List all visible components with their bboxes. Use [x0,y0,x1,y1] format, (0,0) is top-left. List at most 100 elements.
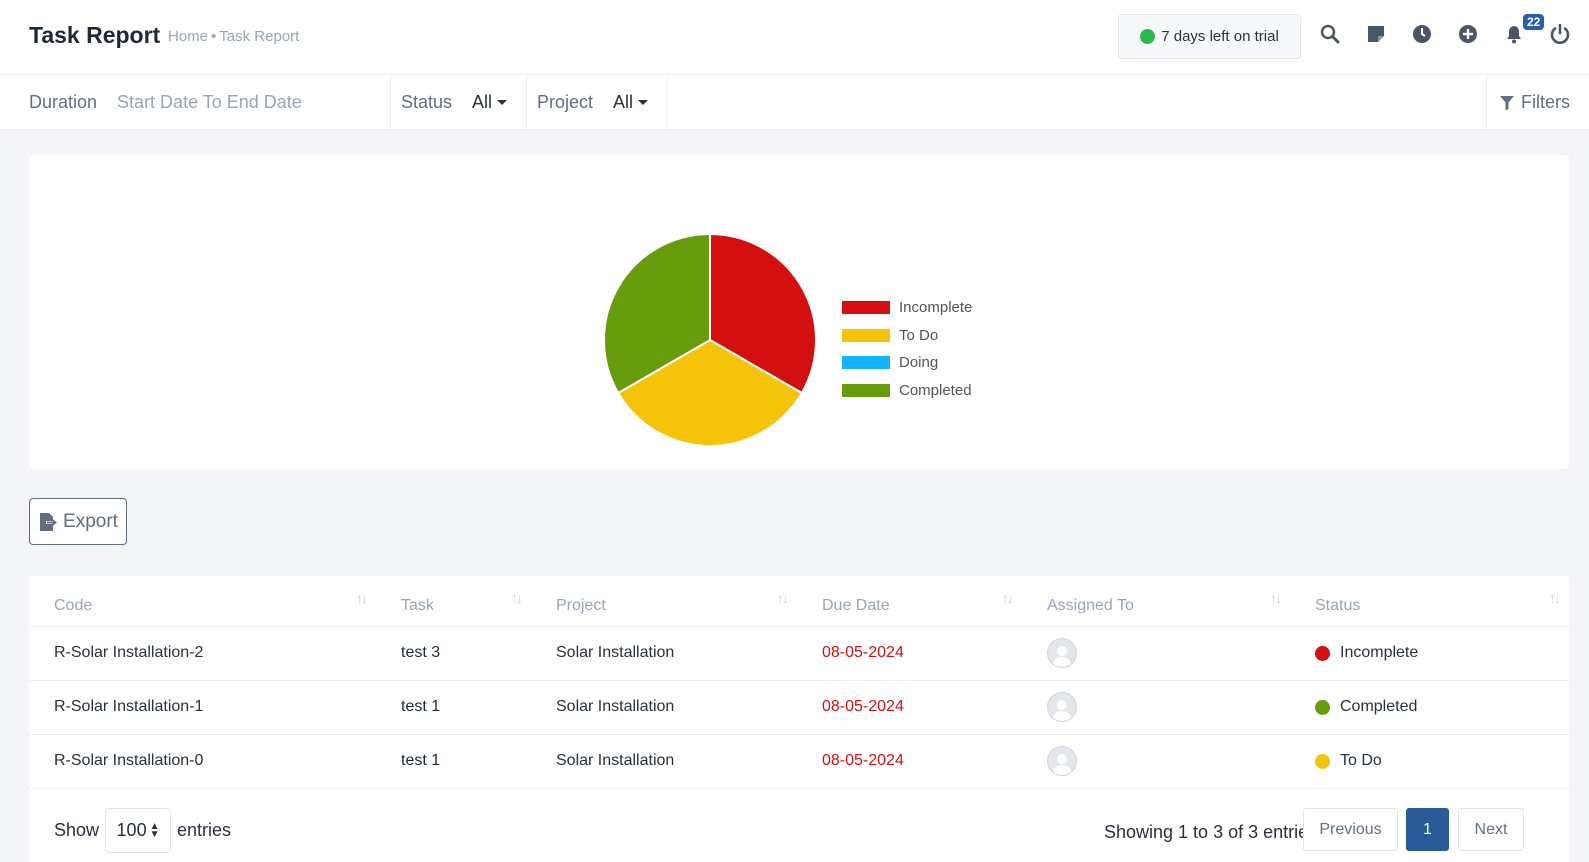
column-header-status[interactable]: Status ↑↓ [1290,576,1569,627]
task-link[interactable]: test 1 [376,734,531,789]
status-label: Incomplete [1340,644,1419,661]
breadcrumb-home[interactable]: Home [168,28,209,45]
chart-legend: Incomplete To Do Doing Completed [842,294,972,404]
sort-icon: ↑↓ [511,590,523,606]
code-cell: R-Solar Installation-1 [29,680,376,735]
bell-icon[interactable] [1502,22,1526,46]
sort-icon: ↑↓ [1002,590,1014,606]
top-header: Task Report Home • Task Report 7 days left… [0,0,1589,75]
sort-icon: ↑↓ [1270,590,1282,606]
page-length-select[interactable]: 100 ▲ ▼ [105,808,172,853]
sort-icon: ↑↓ [356,590,368,606]
project-cell: Solar Installation [531,626,797,681]
table-footer: Show 100 ▲ ▼ entries Showing 1 to 3 of 3 … [29,792,1569,862]
sort-icon: ↑↓ [777,590,789,606]
avatar[interactable] [1047,638,1077,668]
date-range-input[interactable]: Start Date To End Date [117,92,302,112]
trial-status-button[interactable]: 7 days left on trial [1118,14,1301,59]
filters-button[interactable]: Filters [1499,75,1570,130]
plus-circle-icon[interactable] [1456,22,1480,46]
status-label: To Do [1340,752,1382,769]
file-export-icon [40,512,57,531]
status-dot-icon [1315,645,1330,661]
avatar[interactable] [1047,746,1077,776]
status-cell: Incomplete [1290,626,1569,681]
legend-item[interactable]: Incomplete [842,294,972,322]
pie-chart [603,232,817,447]
code-cell: R-Solar Installation-2 [29,626,376,681]
legend-swatch [842,356,890,370]
task-link[interactable]: test 1 [376,680,531,735]
table-row: R-Solar Installation-2 test 3 Solar Inst… [29,626,1569,681]
next-page-button[interactable]: Next [1458,808,1524,851]
legend-item[interactable]: To Do [842,322,972,350]
column-header-due-date[interactable]: Due Date ↑↓ [797,576,1022,627]
column-label: Status [1315,596,1361,614]
legend-swatch [842,301,890,315]
legend-label: To Do [899,326,939,344]
column-header-assigned-to[interactable]: Assigned To ↑↓ [1022,576,1290,627]
status-dot-icon [1140,29,1156,44]
legend-label: Doing [899,354,939,372]
clock-icon[interactable] [1410,22,1434,46]
breadcrumb-separator: • [211,28,217,45]
code-cell: R-Solar Installation-0 [29,734,376,789]
show-label: Show [54,820,100,840]
export-label: Export [63,510,118,532]
status-cell: To Do [1290,734,1569,789]
assigned-to-cell [1022,680,1290,735]
duration-label: Duration [29,92,98,112]
project-filter-select[interactable]: All [613,92,649,113]
sticky-note-icon[interactable] [1364,22,1388,46]
breadcrumb: Home • Task Report [168,28,299,45]
page-length-value: 100 [116,820,147,840]
due-date-cell: 08-05-2024 [797,626,1022,681]
status-cell: Completed [1290,680,1569,735]
previous-page-button[interactable]: Previous [1303,808,1398,851]
table-row: R-Solar Installation-1 test 1 Solar Inst… [29,680,1569,735]
project-filter-value: All [613,92,634,112]
divider [1486,75,1487,130]
legend-item[interactable]: Completed [842,377,972,405]
filter-bar: Duration Start Date To End Date Status A… [0,75,1589,130]
column-label: Project [556,596,606,614]
search-icon[interactable] [1318,22,1342,46]
page-title: Task Report [29,22,161,48]
column-header-project[interactable]: Project ↑↓ [531,576,797,627]
legend-item[interactable]: Doing [842,349,972,377]
pie-slice-completed[interactable] [603,232,711,395]
sort-updown-icon: ▲ ▼ [149,820,160,840]
divider [526,75,527,130]
column-header-code[interactable]: Code ↑↓ [29,576,376,627]
power-icon[interactable] [1548,22,1572,46]
status-filter-value: All [472,92,493,112]
divider [667,75,668,130]
legend-label: Incomplete [899,299,973,317]
pie-slice-incomplete[interactable] [709,232,817,395]
trial-text: 7 days left on trial [1161,28,1279,45]
export-button[interactable]: Export [29,498,127,545]
task-status-chart-card: Incomplete To Do Doing Completed [29,155,1569,469]
legend-swatch [842,383,890,397]
legend-swatch [842,328,890,342]
due-date-cell: 08-05-2024 [797,680,1022,735]
status-filter-select[interactable]: All [472,92,508,113]
status-filter-label: Status [401,92,453,112]
table-info: Showing 1 to 3 of 3 entries [1104,822,1318,842]
filter-icon [1500,95,1514,110]
caret-down-icon [638,100,649,105]
task-link[interactable]: test 3 [376,626,531,681]
project-cell: Solar Installation [531,680,797,735]
divider [390,75,391,130]
column-header-task[interactable]: Task ↑↓ [376,576,531,627]
column-label: Assigned To [1047,596,1134,614]
status-label: Completed [1340,698,1418,715]
avatar[interactable] [1047,692,1077,722]
table-row: R-Solar Installation-0 test 1 Solar Inst… [29,734,1569,789]
project-cell: Solar Installation [531,734,797,789]
task-table: Code ↑↓ Task ↑↓ Project ↑↓ Due Date ↑↓ Assig… [29,576,1569,789]
table-header-row: Code ↑↓ Task ↑↓ Project ↑↓ Due Date ↑↓ Assig… [29,576,1569,627]
duration-filter[interactable]: Duration Start Date To End Date [29,75,302,130]
legend-label: Completed [899,381,972,399]
page-1-button[interactable]: 1 [1406,808,1449,851]
